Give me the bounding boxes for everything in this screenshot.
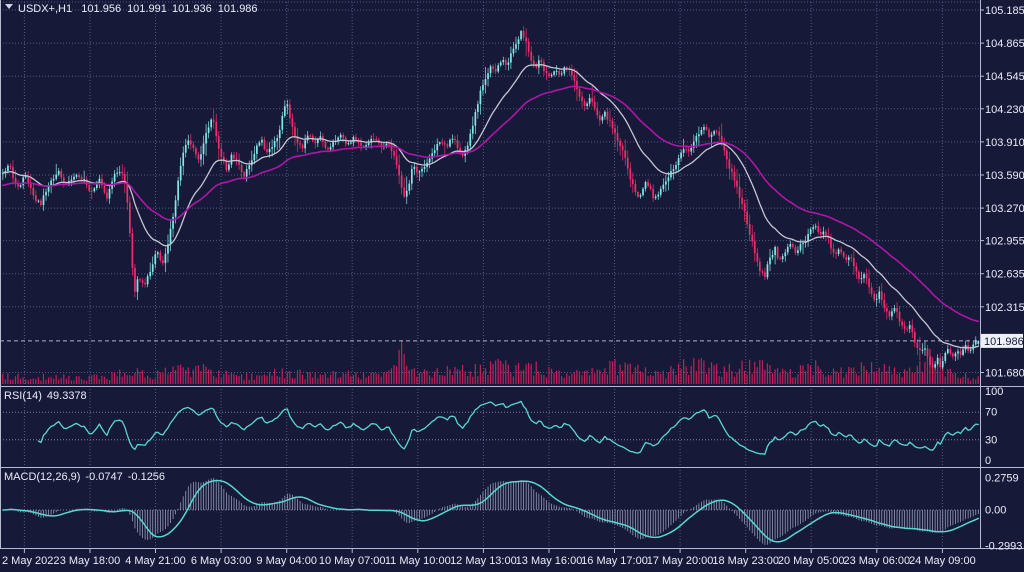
price-axis-label: 105.185 <box>985 5 1024 17</box>
price-axis-label: 103.590 <box>985 170 1024 182</box>
chart-title-bar: USDX+,H1 101.956 101.991 101.936 101.986 <box>5 3 258 15</box>
time-axis-label: 23 May 06:00 <box>843 555 910 567</box>
time-axis-label: 6 May 03:00 <box>191 555 252 567</box>
time-axis-label: 13 May 16:00 <box>516 555 583 567</box>
macd-scale-label: 0.2759 <box>985 473 1019 485</box>
price-axis[interactable]: 105.185 104.865 104.545 104.230 103.910 103.5… <box>980 5 1024 553</box>
time-axis-label: 12 May 13:00 <box>450 555 517 567</box>
macd-scale-label: -0.2993 <box>985 541 1022 553</box>
ohlc-open: 101.956 <box>81 3 121 15</box>
price-axis-label: 104.545 <box>985 71 1024 83</box>
rsi-scale-label: 70 <box>985 407 997 419</box>
current-price-tag <box>981 333 1023 348</box>
rsi-indicator <box>0 400 980 455</box>
macd-signal-line <box>2 479 980 543</box>
ohlc-high: 101.991 <box>127 3 167 15</box>
time-axis-label: 16 May 17:00 <box>581 555 648 567</box>
volume-bars <box>2 340 979 384</box>
time-axis-label: 11 May 10:00 <box>385 555 451 567</box>
price-axis-label: 103.910 <box>985 137 1024 149</box>
time-axis-label: 9 May 04:00 <box>256 555 317 567</box>
price-axis-label: 102.315 <box>985 302 1024 314</box>
time-axis-label: 2 May 2022 <box>2 555 59 567</box>
current-price-label: 101.986 <box>984 336 1024 348</box>
time-axis-label: 10 May 07:00 <box>319 555 386 567</box>
price-axis-label: 104.865 <box>985 38 1024 50</box>
macd-scale-label: 0.00 <box>985 505 1006 517</box>
candlesticks <box>2 26 980 374</box>
time-axis-label: 3 May 18:00 <box>60 555 121 567</box>
macd-main-value: -0.0747 <box>85 471 122 483</box>
price-axis-label: 102.635 <box>985 269 1024 281</box>
price-axis-label: 101.680 <box>985 368 1024 380</box>
macd-indicator <box>0 478 980 545</box>
macd-label: MACD(12,26,9) -0.0747 -0.1256 <box>4 471 165 483</box>
rsi-label: RSI(14) 49.3378 <box>4 390 87 402</box>
ma-fast-line <box>2 63 979 349</box>
time-axis-label: 24 May 09:00 <box>909 555 976 567</box>
time-axis-label: 18 May 23:00 <box>712 555 779 567</box>
ohlc-close: 101.986 <box>218 3 258 15</box>
rsi-line <box>37 400 979 455</box>
symbol-period-label: USDX+,H1 <box>18 3 72 15</box>
rsi-scale-label: 0 <box>985 455 991 467</box>
time-axis-label: 20 May 05:00 <box>778 555 845 567</box>
rsi-scale-label: 100 <box>985 386 1003 398</box>
time-axis-label: 4 May 21:00 <box>125 555 186 567</box>
price-axis-label: 102.955 <box>985 236 1024 248</box>
chart-title: USDX+,H1 101.956 101.991 101.936 101.986 <box>18 3 258 15</box>
price-axis-label: 104.230 <box>985 104 1024 116</box>
time-axis[interactable]: 2 May 2022 3 May 18:00 4 May 21:00 6 May 03… <box>2 549 976 567</box>
symbol-dropdown-icon[interactable] <box>5 4 13 9</box>
ma-slow-line <box>2 85 980 323</box>
price-axis-label: 103.270 <box>985 203 1024 215</box>
ohlc-low: 101.936 <box>172 3 212 15</box>
time-axis-label: 17 May 20:00 <box>647 555 714 567</box>
moving-averages <box>2 63 980 349</box>
rsi-value: 49.3378 <box>47 390 87 402</box>
macd-signal-value: -0.1256 <box>128 471 165 483</box>
rsi-scale-label: 30 <box>985 434 997 446</box>
